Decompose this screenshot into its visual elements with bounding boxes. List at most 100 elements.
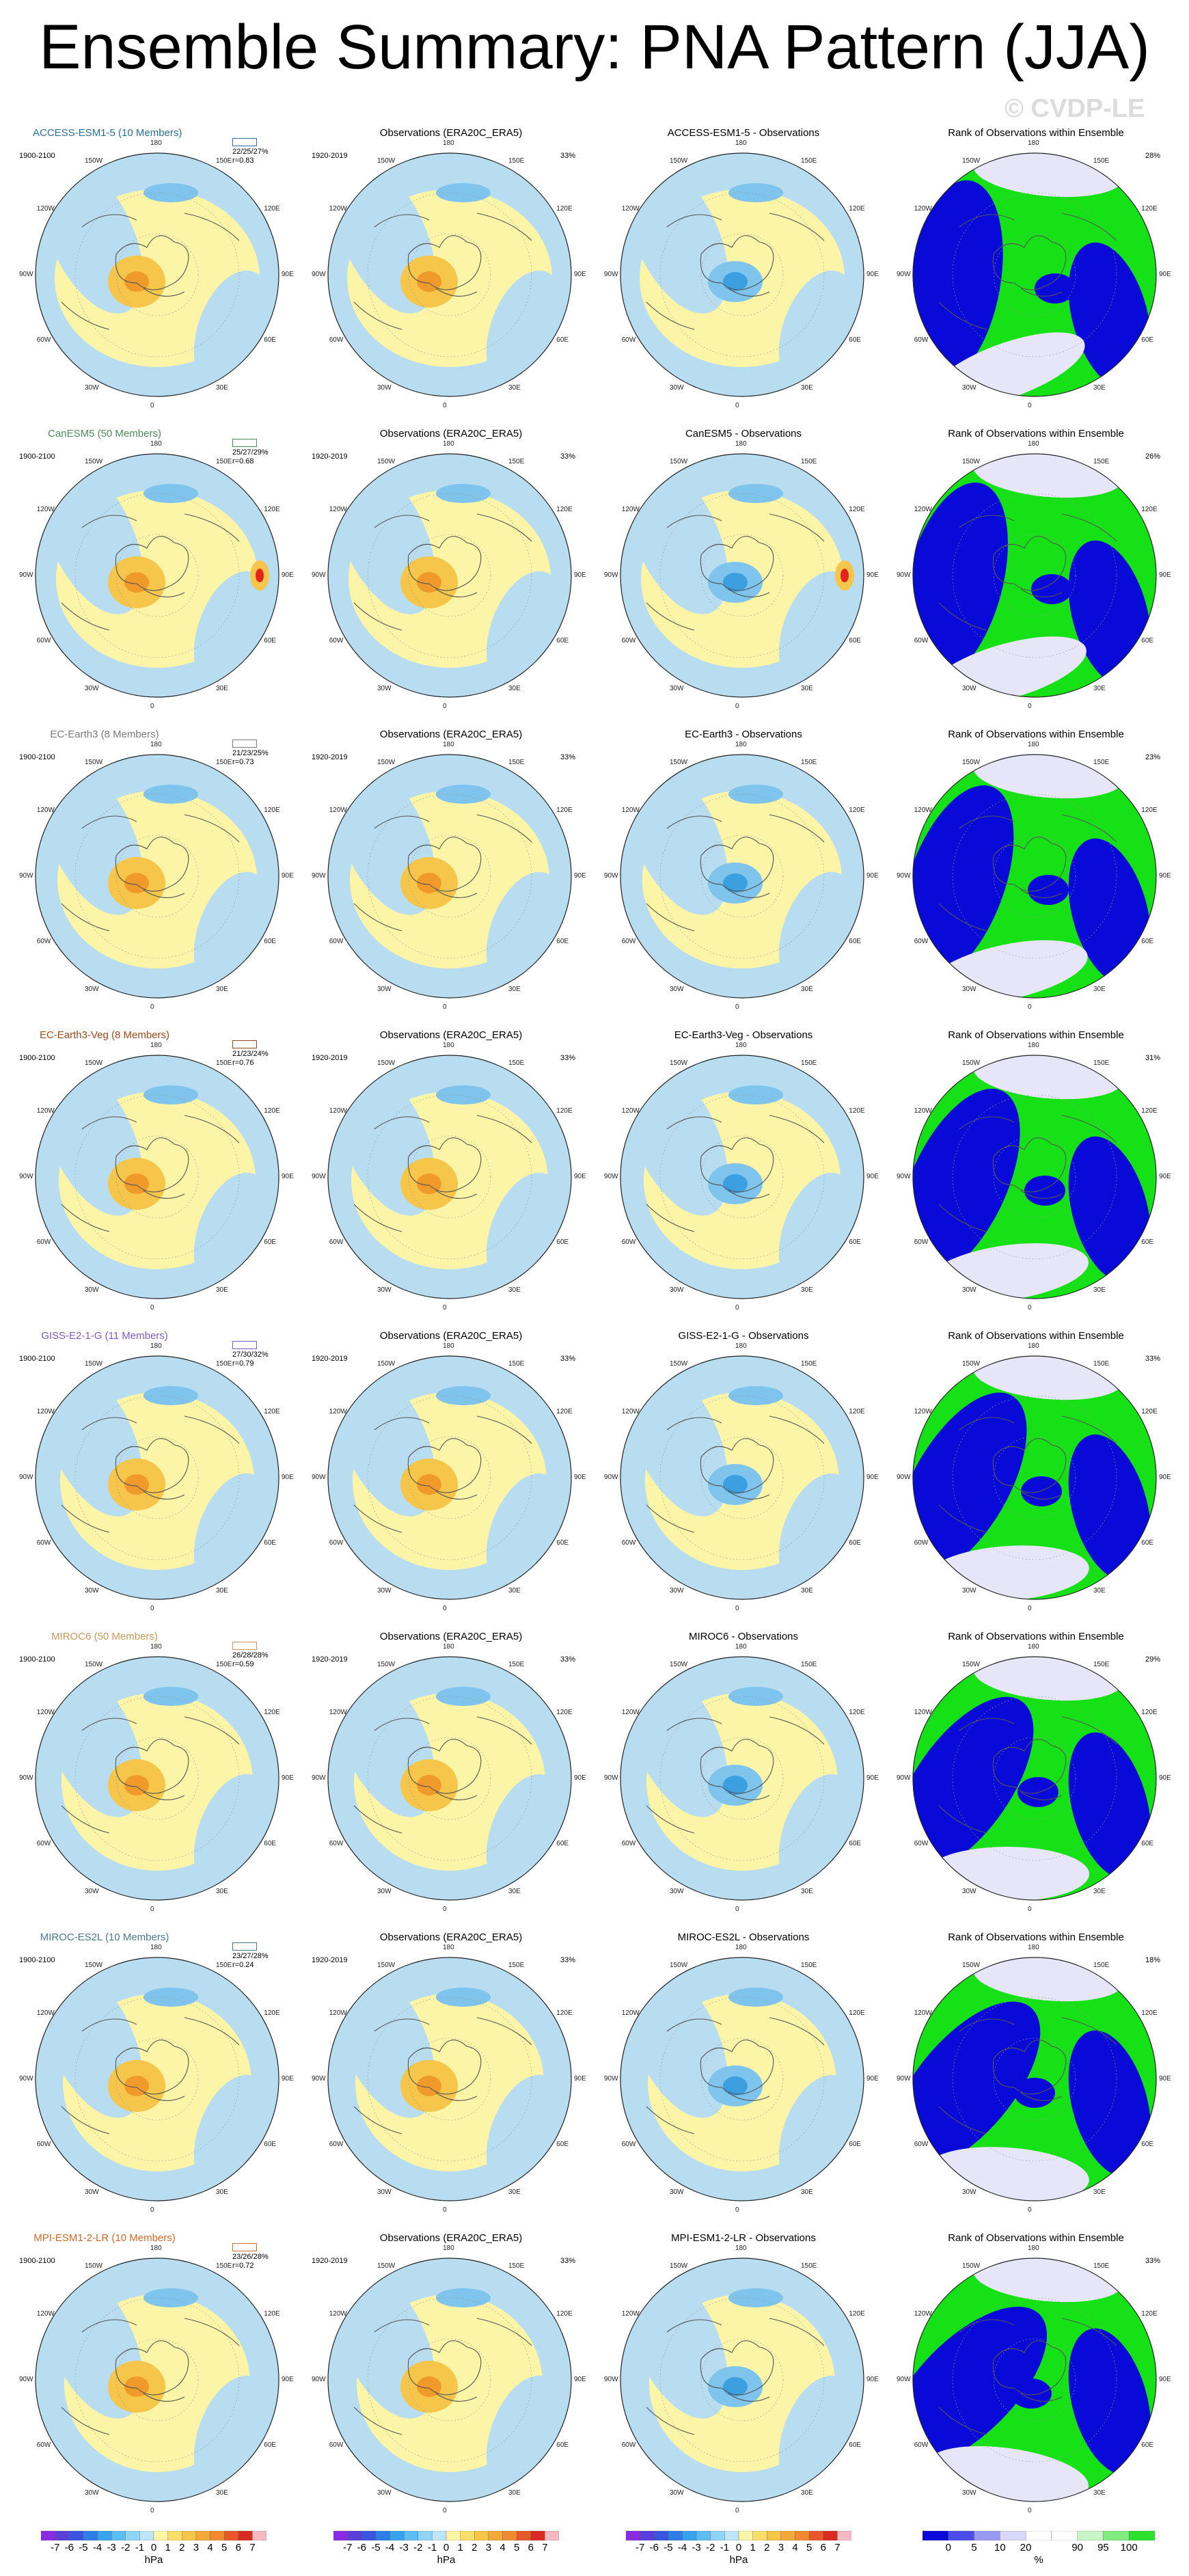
longitude-label: 0 xyxy=(1028,2507,1032,2514)
colorbar-tick-label: 5 xyxy=(513,2542,520,2553)
longitude-label: 30W xyxy=(962,1587,976,1595)
colorbar-swatch xyxy=(55,2531,70,2540)
longitude-label: 150E xyxy=(1093,758,1110,766)
longitude-label: 90E xyxy=(866,571,879,579)
colorbar-tick-label: 7 xyxy=(834,2542,840,2553)
longitude-label: 90E xyxy=(1159,2075,1171,2083)
longitude-label: 30W xyxy=(670,986,684,994)
coastline xyxy=(938,2318,1117,2435)
map-boundary xyxy=(620,1355,864,1600)
longitude-label: 60E xyxy=(556,1840,569,1847)
longitude-label: 120E xyxy=(264,806,280,814)
longitude-label: 30W xyxy=(85,2489,99,2497)
longitude-label: 180 xyxy=(735,440,747,448)
longitude-label: 30W xyxy=(85,1286,99,1294)
longitude-label: 60E xyxy=(1141,2441,1154,2449)
coastline xyxy=(938,1716,1117,1834)
colorbar-tick-label: -4 xyxy=(677,2542,687,2553)
rank-percent: 23% xyxy=(1145,753,1161,761)
pattern-correlation: r=0.79 xyxy=(232,1359,254,1368)
longitude-label: 60W xyxy=(914,1840,929,1847)
longitude-label: 150W xyxy=(962,1359,981,1368)
longitude-label: 60W xyxy=(329,1238,344,1246)
longitude-label: 120W xyxy=(621,2009,640,2017)
colorbar-swatch xyxy=(696,2531,711,2540)
panel-row2-col4: Rank of Observations within Ensemble 26% 1… xyxy=(897,424,1171,718)
longitude-label: 150E xyxy=(1093,457,1110,465)
panel-row4-col1: EC-Earth3-Veg (8 Members) 1900-2100 21/23/… xyxy=(19,1025,294,1319)
longitude-label: 90W xyxy=(897,1173,911,1180)
colorbar-tick-label: -4 xyxy=(92,2542,102,2553)
colorbar-swatch xyxy=(1051,2531,1078,2540)
colorbar-swatch xyxy=(767,2531,782,2540)
map-boundary xyxy=(35,754,279,999)
longitude-label: 30E xyxy=(508,384,521,392)
longitude-label: 60E xyxy=(849,1840,862,1847)
longitude-label: 90E xyxy=(866,271,879,278)
colorbar-tick-label: 5 xyxy=(971,2542,977,2553)
diff-map xyxy=(620,1957,864,2201)
negative-core xyxy=(723,2076,748,2096)
longitude-label: 90W xyxy=(312,271,326,278)
longitude-label: 90W xyxy=(897,271,911,278)
longitude-label: 90E xyxy=(574,1474,586,1481)
longitude-label: 30W xyxy=(377,685,392,693)
latitude-circle xyxy=(700,534,784,617)
longitude-label: 120W xyxy=(914,1709,932,1716)
colorbar-swatch xyxy=(223,2531,238,2540)
map-boundary xyxy=(327,1055,572,1299)
panel-row7-col2: Observations (ERA20C_ERA5) 1920-2019 33% 18… xyxy=(312,1927,586,2221)
longitude-label: 120W xyxy=(329,1709,347,1716)
panel-row8-col4: Rank of Observations within Ensemble 33% 1… xyxy=(897,2228,1171,2522)
longitude-label: 150E xyxy=(508,1961,525,1969)
negative-region xyxy=(626,461,728,614)
colorbar-tick-label: -1 xyxy=(135,2542,145,2553)
longitude-label: 60E xyxy=(556,938,569,945)
longitude-label: 30W xyxy=(85,986,99,994)
latitude-circle xyxy=(659,2297,825,2463)
latitude-circle xyxy=(115,233,199,316)
longitude-label: 180 xyxy=(150,139,162,147)
colorbar-swatch xyxy=(795,2531,810,2540)
model-period: 1900-2100 xyxy=(19,2257,55,2265)
longitude-label: 60E xyxy=(849,2141,862,2148)
longitude-label: 120E xyxy=(556,806,573,814)
longitude-label: 120E xyxy=(849,1408,865,1415)
longitude-label: 150E xyxy=(801,457,817,465)
longitude-label: 150W xyxy=(670,157,688,165)
panel-row2-col2: Observations (ERA20C_ERA5) 1920-2019 33% 18… xyxy=(312,424,586,718)
colorbar-swatch xyxy=(97,2531,112,2540)
rank-map xyxy=(912,152,1157,397)
model-period: 1900-2100 xyxy=(19,1355,55,1363)
longitude-label: 90E xyxy=(1159,1774,1171,1782)
pattern-percent-range: 27/30/32% xyxy=(232,1351,269,1359)
longitude-label: 0 xyxy=(150,703,154,710)
colorbar-tick-label: 10 xyxy=(994,2542,1006,2553)
negative-region xyxy=(626,1063,728,1216)
colorbar-tick-label: 2 xyxy=(179,2542,185,2553)
longitude-label: 60E xyxy=(849,1238,862,1246)
longitude-label: 30W xyxy=(670,1286,684,1294)
longitude-label: 150W xyxy=(962,758,981,766)
longitude-label: 150W xyxy=(85,1359,103,1368)
longitude-label: 30W xyxy=(85,1587,99,1595)
longitude-label: 60W xyxy=(914,2141,929,2148)
longitude-label: 90E xyxy=(282,2376,294,2383)
longitude-label: 60E xyxy=(264,336,277,344)
longitude-label: 30E xyxy=(1093,685,1106,693)
colorbar-swatch xyxy=(1000,2531,1026,2540)
longitude-label: 120E xyxy=(1141,806,1158,814)
colorbar-swatch xyxy=(502,2531,517,2540)
longitude-label: 150W xyxy=(962,1059,981,1067)
colorbar-swatches xyxy=(626,2531,851,2540)
longitude-label: 60W xyxy=(36,1238,51,1246)
panel-row4-col2: Observations (ERA20C_ERA5) 1920-2019 33% 18… xyxy=(312,1025,586,1319)
longitude-label: 30W xyxy=(377,1286,392,1294)
colorbar-3: -7 -6 -5 -4 -3 -2 -1 0 1 2 3 4 5 6 7 hPa xyxy=(626,2531,851,2572)
longitude-label: 120W xyxy=(621,2310,640,2318)
longitude-label: 120W xyxy=(621,1709,640,1716)
map-boundary xyxy=(912,152,1157,397)
obs-map xyxy=(327,1055,572,1299)
longitude-label: 30E xyxy=(801,685,813,693)
negative-core xyxy=(728,183,783,202)
